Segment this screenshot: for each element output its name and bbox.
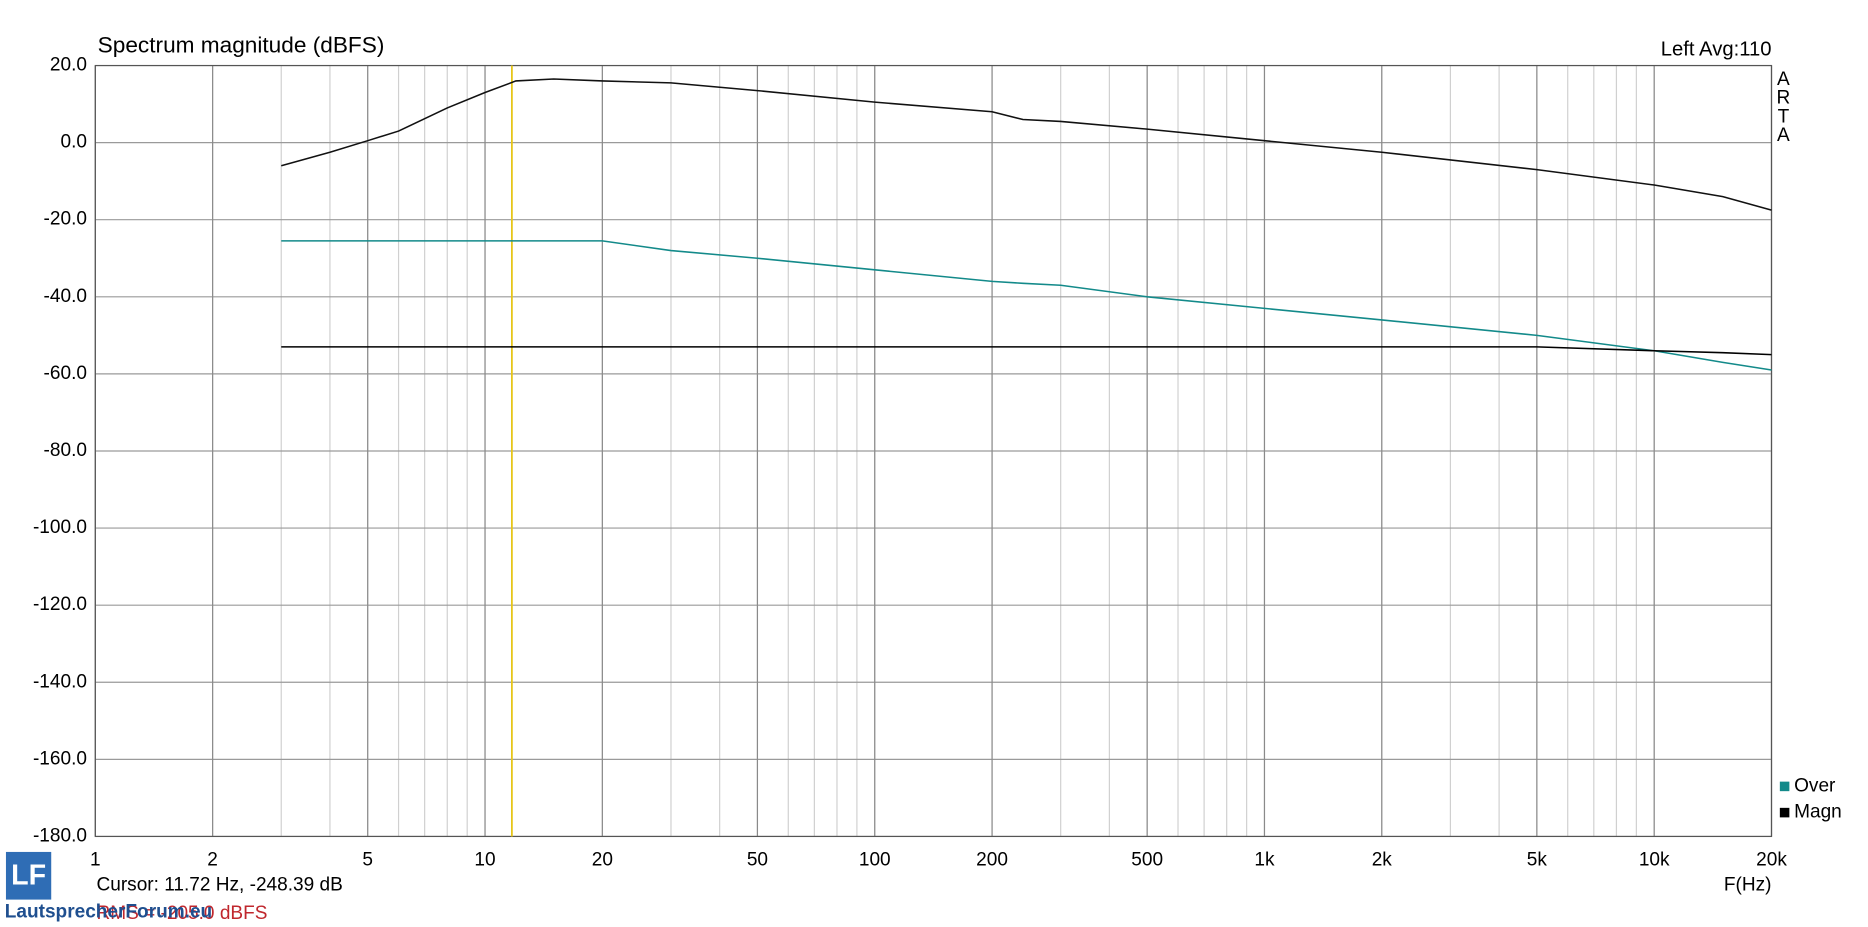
x-tick-label: 500 [1131, 849, 1163, 870]
brand: ARTA [1773, 69, 1794, 143]
y-tick-label: -180.0 [33, 825, 87, 846]
y-tick-label: -100.0 [33, 517, 87, 538]
x-tick-label: 5 [362, 849, 373, 870]
logo-text: LF [11, 860, 46, 892]
y-tick-label: -20.0 [44, 209, 87, 230]
x-tick-label: 10k [1639, 849, 1670, 870]
header-right: Left Avg:110 [1661, 38, 1772, 60]
x-tick-label: 100 [859, 849, 891, 870]
legend-label: Over [1794, 775, 1836, 796]
cursor-readout: Cursor: 11.72 Hz, -248.39 dB [96, 874, 342, 895]
y-tick-label: -140.0 [33, 671, 87, 692]
watermark: LautsprecherForum.eu [5, 902, 212, 923]
y-tick-label: -120.0 [33, 594, 87, 615]
x-tick-label: 2k [1372, 849, 1393, 870]
plot-frame [94, 64, 1773, 838]
x-axis-label: F(Hz) [1724, 874, 1772, 895]
x-tick-label: 5k [1527, 849, 1548, 870]
x-tick-label: 200 [976, 849, 1008, 870]
chart-title: Spectrum magnitude (dBFS) [98, 32, 385, 57]
y-tick-label: -80.0 [44, 440, 87, 461]
x-tick-label: 1 [90, 849, 101, 870]
x-tick-label: 1k [1254, 849, 1275, 870]
logo [5, 851, 52, 900]
x-tick-label: 20k [1756, 849, 1787, 870]
rms-readout: RMS = -205.0 dBFS [96, 903, 267, 924]
y-tick-label: 20.0 [50, 55, 87, 76]
x-tick-label: 2 [207, 849, 218, 870]
series-line [281, 346, 1772, 356]
x-tick-label: 20 [592, 849, 613, 870]
legend-label: Magn [1794, 802, 1842, 823]
series-line [281, 240, 1772, 371]
x-tick-label: 10 [474, 849, 495, 870]
legend-swatch [1779, 781, 1790, 792]
y-tick-label: -160.0 [33, 748, 87, 769]
legend-swatch [1779, 807, 1790, 818]
y-tick-label: 0.0 [60, 132, 86, 153]
y-tick-label: -40.0 [44, 286, 87, 307]
series-line [281, 78, 1772, 211]
y-tick-label: -60.0 [44, 363, 87, 384]
x-tick-label: 50 [747, 849, 768, 870]
